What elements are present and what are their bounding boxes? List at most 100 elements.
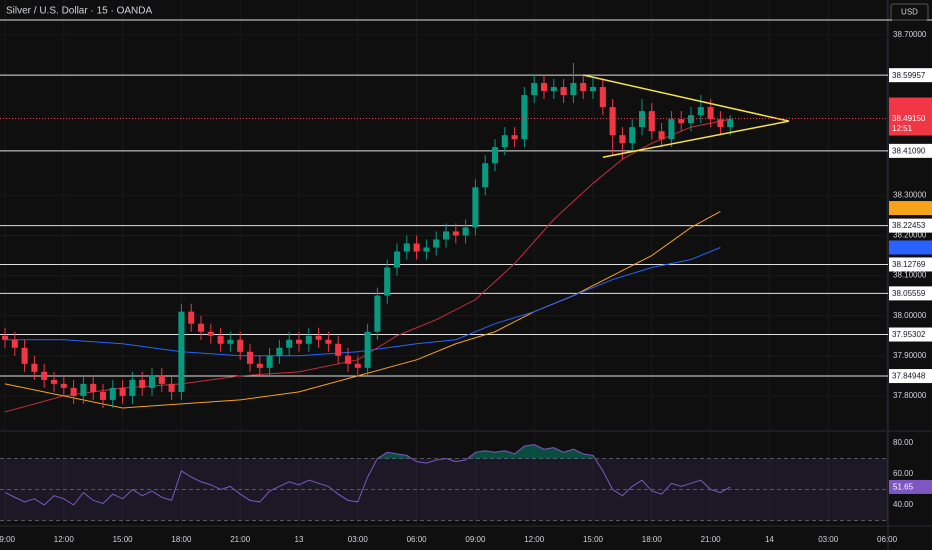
- candle-body: [413, 243, 420, 252]
- x-tick-label: 12:00: [54, 535, 75, 544]
- candle-body: [325, 339, 332, 344]
- x-tick-label: 15:00: [583, 535, 604, 544]
- level-tag: [889, 327, 932, 342]
- rsi-value-tag: [889, 479, 932, 494]
- x-tick-label: 14: [765, 535, 774, 544]
- candle-body: [276, 347, 283, 356]
- candle-body: [354, 363, 361, 368]
- candle-body: [139, 379, 146, 388]
- candle-body: [521, 95, 528, 140]
- candle-body: [629, 127, 636, 144]
- candle-body: [707, 107, 714, 120]
- candle-body: [295, 339, 303, 344]
- x-tick-label: 09:00: [465, 535, 486, 544]
- x-tick-label: 21:00: [230, 535, 251, 544]
- candle-body: [344, 355, 352, 364]
- x-tick-label: 06:00: [877, 535, 898, 544]
- candle-body: [178, 311, 185, 392]
- candle-body: [41, 371, 48, 380]
- candle-body: [256, 363, 263, 368]
- candle-body: [433, 239, 440, 248]
- candle-body: [550, 87, 557, 92]
- candle-body: [452, 231, 459, 236]
- level-tag: [889, 68, 932, 83]
- candle-body: [207, 331, 214, 336]
- candle-body: [70, 387, 77, 396]
- y-tick-label: 37.80000: [893, 391, 927, 400]
- moving-average: [4, 247, 721, 357]
- level-tag: [889, 286, 932, 301]
- level-label: 38.41090: [892, 146, 926, 155]
- candle-body: [609, 107, 616, 136]
- y-tick-label: 38.00000: [893, 311, 927, 320]
- level-label: 38.22453: [892, 221, 926, 230]
- candle-body: [619, 135, 626, 144]
- rsi-band: [0, 458, 888, 521]
- candle-body: [109, 387, 116, 400]
- candle-body: [1, 335, 9, 340]
- x-tick-label: 18:00: [171, 535, 192, 544]
- candle-body: [658, 131, 665, 140]
- countdown-label: 12:51: [892, 124, 913, 133]
- currency-label[interactable]: USD: [901, 8, 918, 17]
- candle-body: [570, 83, 577, 96]
- level-label: 37.84948: [892, 372, 926, 381]
- x-tick-label: 03:00: [818, 535, 839, 544]
- candle-body: [531, 83, 538, 96]
- candle-body: [50, 379, 58, 384]
- y-tick-label: 37.90000: [893, 351, 927, 360]
- candle-body: [393, 251, 401, 268]
- currency-button[interactable]: [890, 3, 929, 21]
- candle-body: [60, 383, 67, 388]
- rsi-value-label: 51.65: [893, 483, 914, 492]
- candle-body: [697, 107, 704, 116]
- level-tag: [889, 257, 932, 272]
- candle-body: [335, 343, 342, 356]
- x-tick-label: 21:00: [701, 535, 722, 544]
- candle-body: [374, 295, 381, 332]
- candle-body: [678, 119, 685, 124]
- rsi-tick-label: 40.00: [893, 500, 914, 509]
- candle-body: [540, 83, 548, 92]
- candle-body: [129, 379, 136, 396]
- price-tag: [889, 240, 932, 255]
- x-tick-label: 13: [295, 535, 304, 544]
- x-tick-label: 18:00: [642, 535, 663, 544]
- candle-body: [501, 135, 508, 148]
- rsi-tick-label: 80.00: [893, 438, 914, 447]
- moving-average: [4, 210, 721, 409]
- candle-body: [727, 119, 734, 128]
- y-tick-label: 38.30000: [893, 190, 927, 199]
- price-tag: [889, 201, 932, 216]
- candle-body: [668, 119, 675, 140]
- level-label: 38.12769: [892, 260, 926, 269]
- candle-body: [119, 387, 126, 396]
- rsi-line: [4, 444, 731, 506]
- candle-body: [364, 331, 371, 368]
- candle-body: [227, 339, 234, 344]
- candle-body: [482, 163, 489, 188]
- level-tag: [889, 143, 932, 158]
- candle-body: [315, 335, 322, 340]
- triangle-lower: [602, 120, 790, 158]
- candle-body: [158, 375, 165, 384]
- y-tick-label: 38.70000: [893, 30, 927, 39]
- level-tag: [889, 218, 932, 233]
- rsi-tick-label: 60.00: [893, 469, 914, 478]
- candle-body: [687, 115, 695, 124]
- x-tick-label: 15:00: [113, 535, 134, 544]
- candle-body: [472, 187, 479, 228]
- candle-body: [423, 247, 430, 252]
- plot-area: [1, 62, 734, 413]
- candle-body: [442, 231, 450, 240]
- candle-body: [305, 335, 312, 344]
- candle-body: [560, 87, 567, 96]
- candle-body: [21, 347, 28, 364]
- candle-body: [384, 267, 391, 296]
- candle-body: [266, 355, 273, 368]
- price-tag: [889, 111, 932, 136]
- level-label: 37.95302: [892, 330, 926, 339]
- x-tick-label: 09:00: [0, 535, 16, 544]
- y-tick-label: 38.20000: [893, 231, 927, 240]
- candle-body: [188, 311, 195, 324]
